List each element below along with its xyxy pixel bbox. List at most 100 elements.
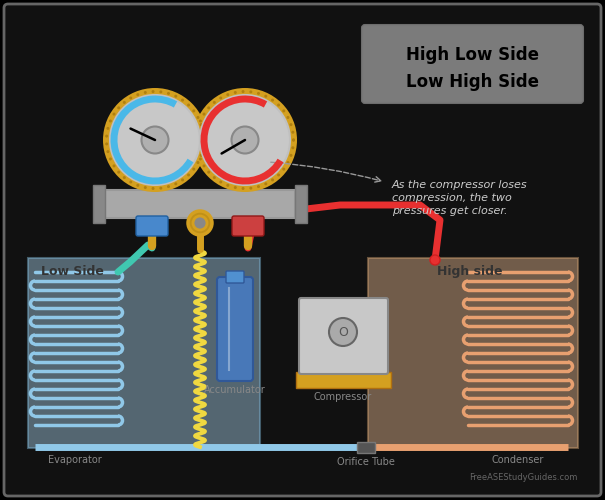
Circle shape [271,98,274,102]
Circle shape [277,104,280,106]
Circle shape [226,184,229,187]
Circle shape [200,123,203,126]
Circle shape [136,93,139,96]
Circle shape [109,158,112,160]
Circle shape [187,104,190,106]
Circle shape [292,130,295,134]
Circle shape [159,90,162,94]
Circle shape [181,178,184,182]
Circle shape [201,130,204,134]
Circle shape [174,94,177,98]
Circle shape [144,186,147,189]
FancyBboxPatch shape [217,277,253,381]
Circle shape [129,96,132,100]
Circle shape [207,170,210,173]
Circle shape [249,186,252,190]
Text: FreeASEStudyGuides.com: FreeASEStudyGuides.com [469,473,578,482]
Circle shape [200,95,290,185]
Text: As the compressor loses
compression, the two
pressures get closer.: As the compressor loses compression, the… [392,180,528,216]
Circle shape [207,106,210,110]
Circle shape [159,186,162,190]
Text: Orifice Tube: Orifice Tube [337,457,395,467]
Circle shape [232,126,258,154]
Bar [296,372,391,388]
Circle shape [106,150,110,153]
Text: Low High Side: Low High Side [405,73,538,91]
Circle shape [142,126,169,154]
Circle shape [203,164,206,168]
FancyBboxPatch shape [232,216,264,236]
Text: Evaporator: Evaporator [48,455,102,465]
Circle shape [110,95,200,185]
Bar [295,185,307,223]
Circle shape [192,168,195,170]
Circle shape [151,187,154,190]
Circle shape [197,127,200,130]
Bar [93,185,105,223]
Circle shape [197,150,200,153]
Circle shape [195,142,198,146]
Bar [28,258,260,448]
Circle shape [188,211,212,235]
Circle shape [277,174,280,176]
Circle shape [286,116,289,119]
Circle shape [213,101,216,104]
Circle shape [241,187,244,190]
Circle shape [105,134,108,138]
Circle shape [200,154,203,157]
Circle shape [290,154,292,157]
Circle shape [202,138,205,141]
Text: High Low Side: High Low Side [405,46,538,64]
Circle shape [257,92,260,95]
Circle shape [199,120,202,122]
Bar [105,190,295,218]
Circle shape [123,101,126,104]
Circle shape [144,91,147,94]
FancyBboxPatch shape [136,216,168,236]
Text: High side: High side [437,265,503,278]
Circle shape [105,142,108,146]
FancyBboxPatch shape [362,25,583,103]
Circle shape [129,180,132,184]
Text: O: O [338,326,348,338]
Circle shape [123,176,126,179]
Circle shape [136,184,139,187]
Circle shape [264,94,267,98]
FancyBboxPatch shape [4,4,601,496]
Bar [357,442,375,453]
Circle shape [234,91,237,94]
Circle shape [192,110,195,112]
Circle shape [234,186,237,189]
Circle shape [195,134,198,138]
Circle shape [271,178,274,182]
Circle shape [203,112,206,116]
Text: Low Side: Low Side [41,265,103,278]
Circle shape [292,146,295,150]
Circle shape [113,112,116,116]
Circle shape [201,146,204,150]
Circle shape [213,176,216,179]
Circle shape [199,158,202,160]
Circle shape [290,123,292,126]
Circle shape [113,164,116,168]
Circle shape [167,92,170,95]
Circle shape [286,161,289,164]
Text: Compressor: Compressor [314,392,372,402]
Text: Condenser: Condenser [492,455,544,465]
Circle shape [329,318,357,346]
Bar [368,258,578,448]
Circle shape [117,170,120,173]
Circle shape [257,185,260,188]
Circle shape [202,138,205,141]
Circle shape [193,88,297,192]
Circle shape [181,98,184,102]
Text: Accumulator: Accumulator [204,385,266,395]
Circle shape [197,161,200,164]
Circle shape [249,90,252,94]
Circle shape [241,90,244,93]
Circle shape [187,174,190,176]
Circle shape [264,182,267,186]
Circle shape [197,116,200,119]
Circle shape [109,120,112,122]
Circle shape [219,96,222,100]
